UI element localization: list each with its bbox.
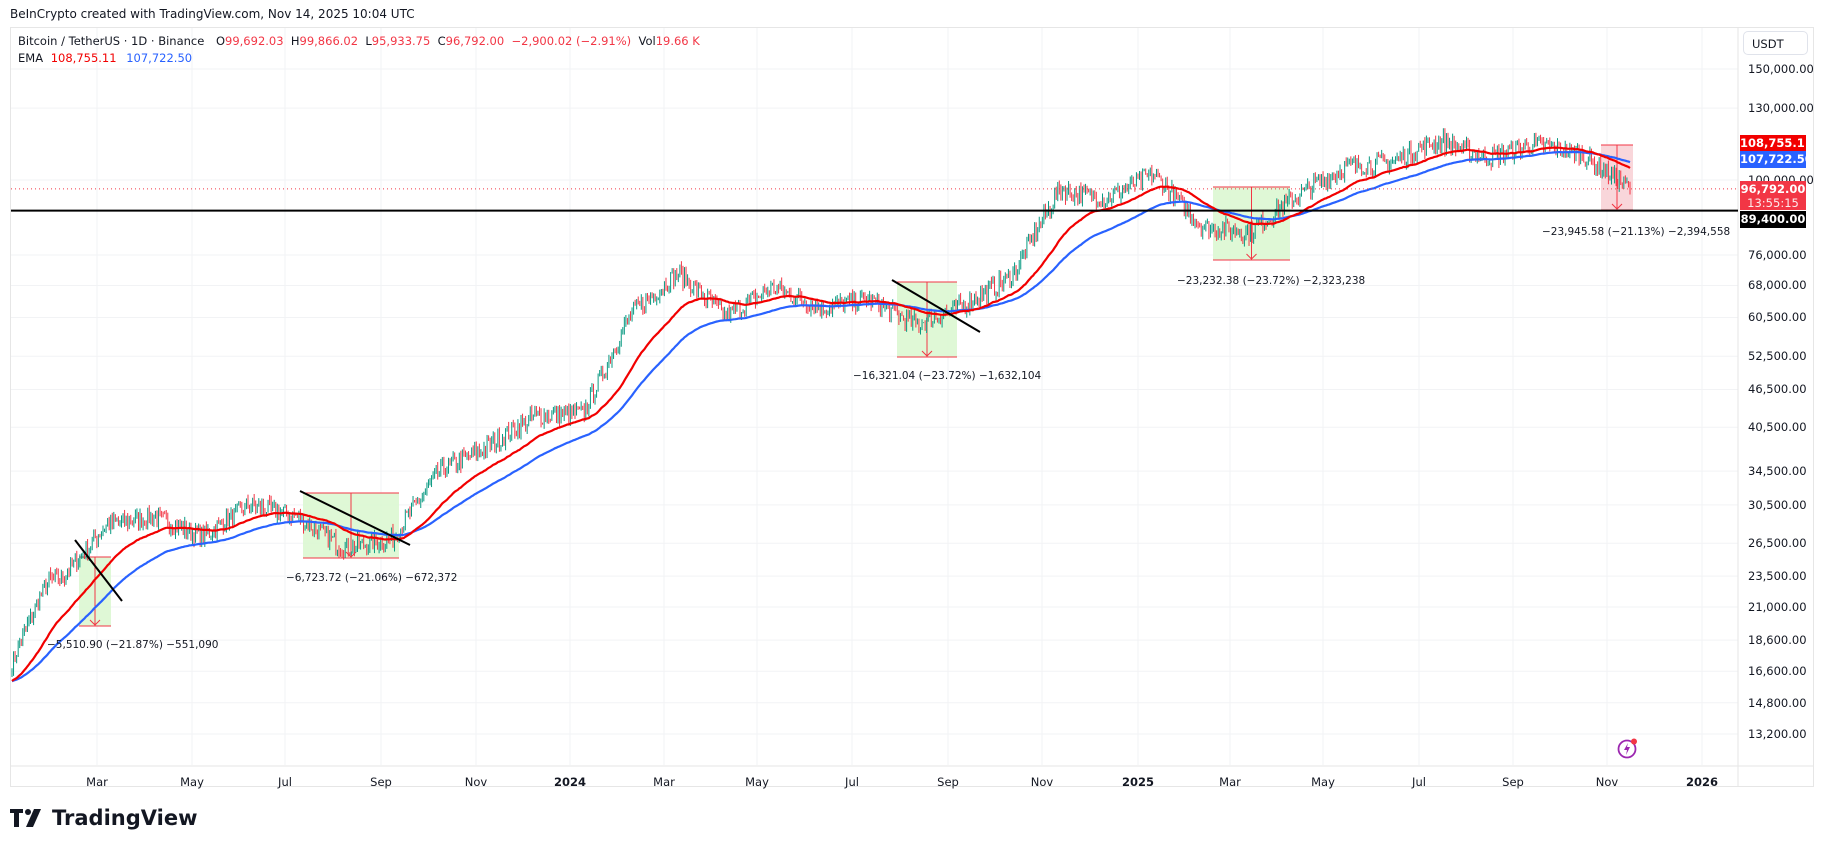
close-value: 96,792.00	[445, 34, 505, 48]
time-tick-label: Nov	[464, 775, 488, 789]
tradingview-logo-icon	[10, 809, 41, 827]
ema-slow-badge: 107,722.50	[1740, 151, 1813, 168]
time-tick-label: Jul	[845, 775, 859, 789]
time-tick-label: Nov	[1595, 775, 1619, 789]
time-tick-label: Sep	[370, 775, 392, 789]
price-tick-label: 68,000.00	[1748, 278, 1807, 293]
ema-row: EMA 108,755.11 107,722.50	[18, 50, 700, 67]
price-tick-label: 18,600.00	[1748, 633, 1807, 648]
drawdown-label-3: −16,321.04 (−23.72%) −1,632,104	[853, 370, 1042, 382]
time-tick-label: May	[745, 775, 769, 789]
horizontal-line-badge: 89,400.00	[1740, 211, 1806, 228]
drawdown-label-2: −6,723.72 (−21.06%) −672,372	[286, 572, 458, 584]
ema-label[interactable]: EMA	[18, 51, 44, 65]
time-tick-label: Jul	[1412, 775, 1426, 789]
tradingview-logo[interactable]: TradingView	[10, 806, 197, 830]
volume-label: Vol	[638, 34, 656, 48]
price-tick-label: 26,500.00	[1748, 536, 1807, 551]
time-tick-label: Sep	[1502, 775, 1524, 789]
ema-fast-badge: 108,755.11	[1740, 135, 1813, 151]
price-tick-label: 23,500.00	[1748, 569, 1807, 584]
high-value: 99,866.02	[299, 34, 359, 48]
open-label: O	[215, 34, 226, 48]
chart-legend: Bitcoin / TetherUS · 1D · Binance O99,69…	[18, 33, 700, 67]
drawdown-label-5: −23,945.58 (−21.13%) −2,394,558	[1542, 226, 1731, 238]
ema-fast-value: 108,755.11	[50, 51, 117, 65]
time-tick-label: 2025	[1121, 775, 1155, 789]
high-label: H	[290, 34, 300, 48]
ema-slow-value: 107,722.50	[126, 51, 193, 65]
ohlc-row: Bitcoin / TetherUS · 1D · Binance O99,69…	[18, 33, 700, 50]
price-tick-label: 14,800.00	[1748, 695, 1807, 710]
price-tick-label: 46,500.00	[1748, 382, 1807, 397]
price-tick-label: 52,500.00	[1748, 349, 1807, 364]
time-tick-label: 2026	[1685, 775, 1719, 789]
drawdown-label-1: −5,510.90 (−21.87%) −551,090	[47, 639, 219, 651]
time-tick-label: Sep	[937, 775, 959, 789]
price-tick-label: 150,000.00	[1748, 62, 1814, 76]
close-label: C	[437, 34, 446, 48]
time-tick-label: Mar	[1219, 775, 1241, 789]
low-label: L	[365, 34, 372, 48]
drawdown-label-4: −23,232.38 (−23.72%) −2,323,238	[1177, 275, 1366, 287]
price-tick-label: 130,000.00	[1748, 101, 1814, 116]
time-tick-label: Mar	[86, 775, 108, 789]
symbol-title[interactable]: Bitcoin / TetherUS · 1D · Binance	[18, 34, 205, 48]
tradingview-wordmark: TradingView	[52, 806, 198, 830]
price-tick-label: 30,500.00	[1748, 497, 1807, 512]
bar-countdown: 13:55:15	[1747, 196, 1799, 210]
chart-credit: BeInCrypto created with TradingView.com,…	[10, 7, 415, 21]
price-tick-label: 34,500.00	[1748, 464, 1807, 479]
price-tick-label: 13,200.00	[1748, 727, 1807, 741]
open-value: 99,692.03	[225, 34, 284, 48]
last-price-value: 96,792.00	[1740, 182, 1806, 196]
volume-value: 19.66 K	[655, 34, 700, 48]
change-value: −2,900.02 (−2.91%)	[511, 34, 632, 48]
time-tick-label: Mar	[653, 775, 675, 789]
chart-frame	[10, 27, 1814, 787]
time-tick-label: Jul	[278, 775, 292, 789]
time-tick-label: Nov	[1030, 775, 1054, 789]
price-tick-label: 60,500.00	[1748, 310, 1807, 325]
currency-selector[interactable]: USDT	[1743, 31, 1808, 55]
low-value: 95,933.75	[371, 34, 431, 48]
last-price-badge: 96,792.00 13:55:15	[1740, 181, 1806, 210]
price-tick-label: 76,000.00	[1748, 248, 1807, 263]
price-tick-label: 40,500.00	[1748, 420, 1807, 435]
alert-lightning-icon[interactable]	[1617, 737, 1637, 759]
price-tick-label: 16,600.00	[1748, 664, 1807, 679]
time-tick-label: 2024	[553, 775, 587, 789]
time-tick-label: May	[180, 775, 204, 789]
time-tick-label: May	[1311, 775, 1335, 789]
price-tick-label: 21,000.00	[1748, 599, 1807, 614]
